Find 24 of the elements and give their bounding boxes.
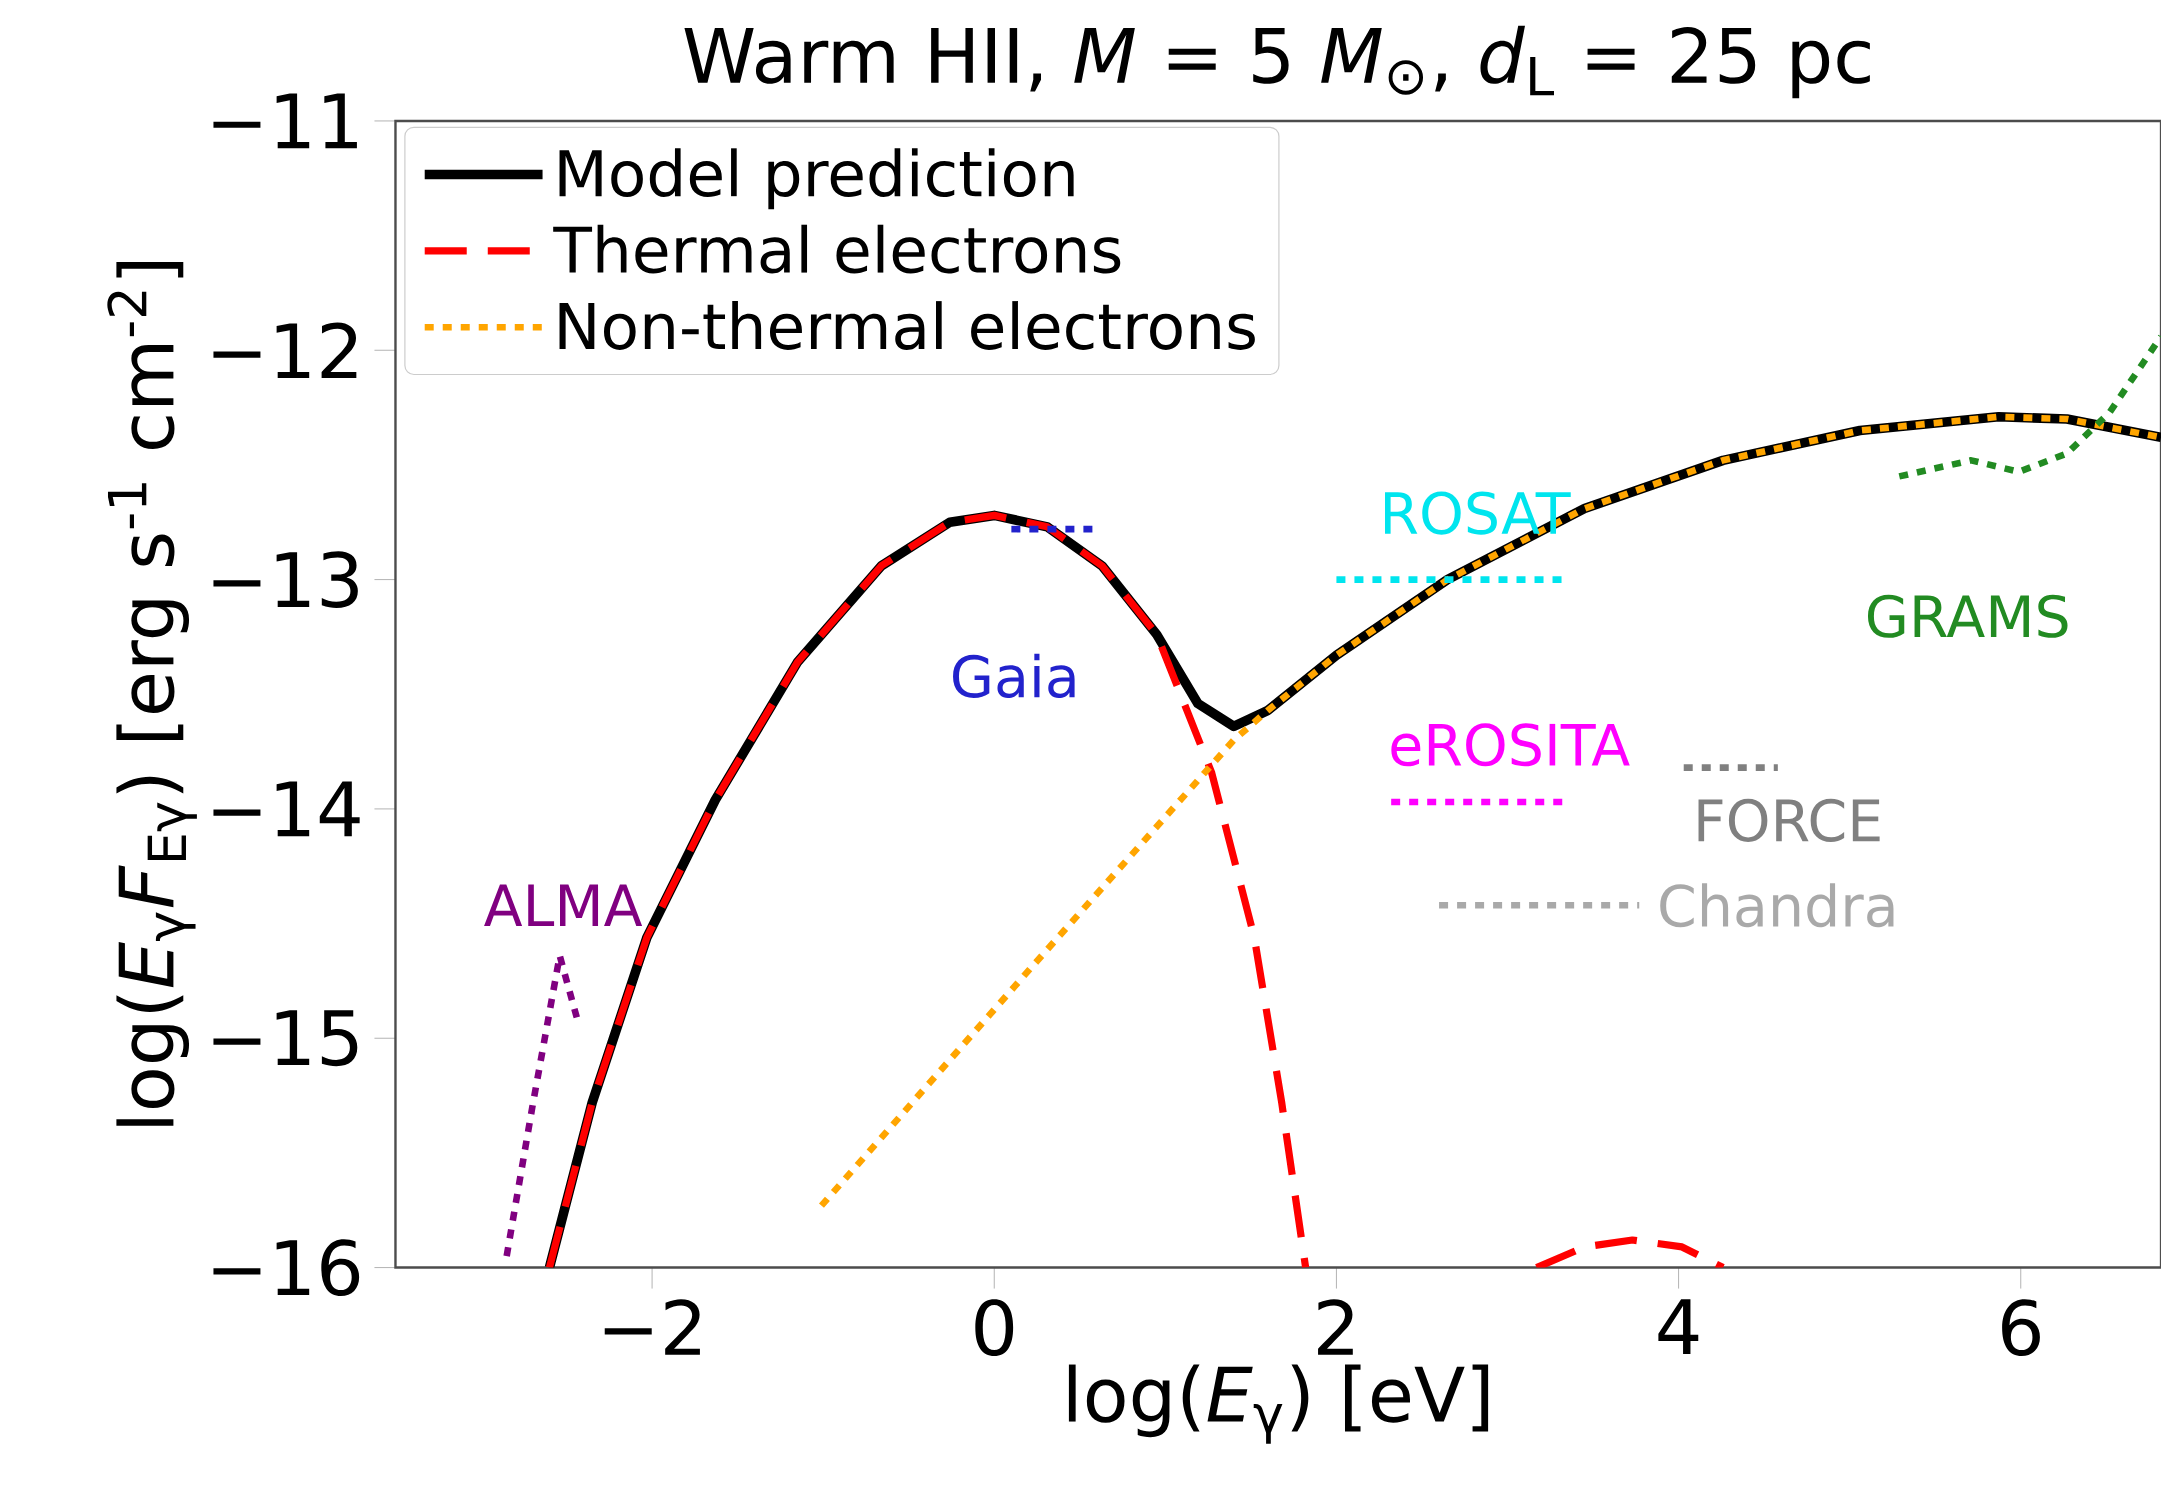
text: Gaia <box>953 653 1075 698</box>
legend-label: Thermal electrons <box>553 224 1121 274</box>
text: log(E$_{γ}$F$_{Eγ}$) [erg s$^{-1}$ cm$^{-2}$] <box>107 262 197 1126</box>
series-label: FORCE <box>1698 798 1880 842</box>
y-tick-label: −13 <box>213 551 358 608</box>
series-label: eROSITA <box>1391 723 1630 767</box>
y-tick-label: −14 <box>213 781 360 837</box>
x-tick-label: 2 <box>1318 1299 1353 1355</box>
y-tick-label: −16 <box>213 1239 360 1296</box>
series-label: Chandra <box>1660 883 1894 928</box>
series-label: ALMA <box>484 884 643 927</box>
x-tick-label: 4 <box>1658 1299 1699 1354</box>
x-axis-title: log(E$_{γ}$) [eV] <box>1068 1364 1489 1444</box>
series-label: ROSAT <box>1385 491 1571 535</box>
y-tick-label: −15 <box>213 1010 358 1067</box>
legend-label: Model prediction <box>559 148 1074 210</box>
chart-title: Warm HII, M = 5 M$_{⊙}$, d$_{L}$ = 25 pc <box>684 25 1870 99</box>
y-tick-label: −11 <box>213 93 357 149</box>
x-tick-label: 6 <box>2002 1299 2040 1356</box>
y-tick-label: −12 <box>213 322 357 379</box>
legend-label: Non-thermal electrons <box>559 301 1255 350</box>
x-tick-label: −2 <box>604 1299 700 1355</box>
text: GRAMS <box>1867 594 2068 638</box>
x-tick-label: 0 <box>975 1299 1014 1356</box>
